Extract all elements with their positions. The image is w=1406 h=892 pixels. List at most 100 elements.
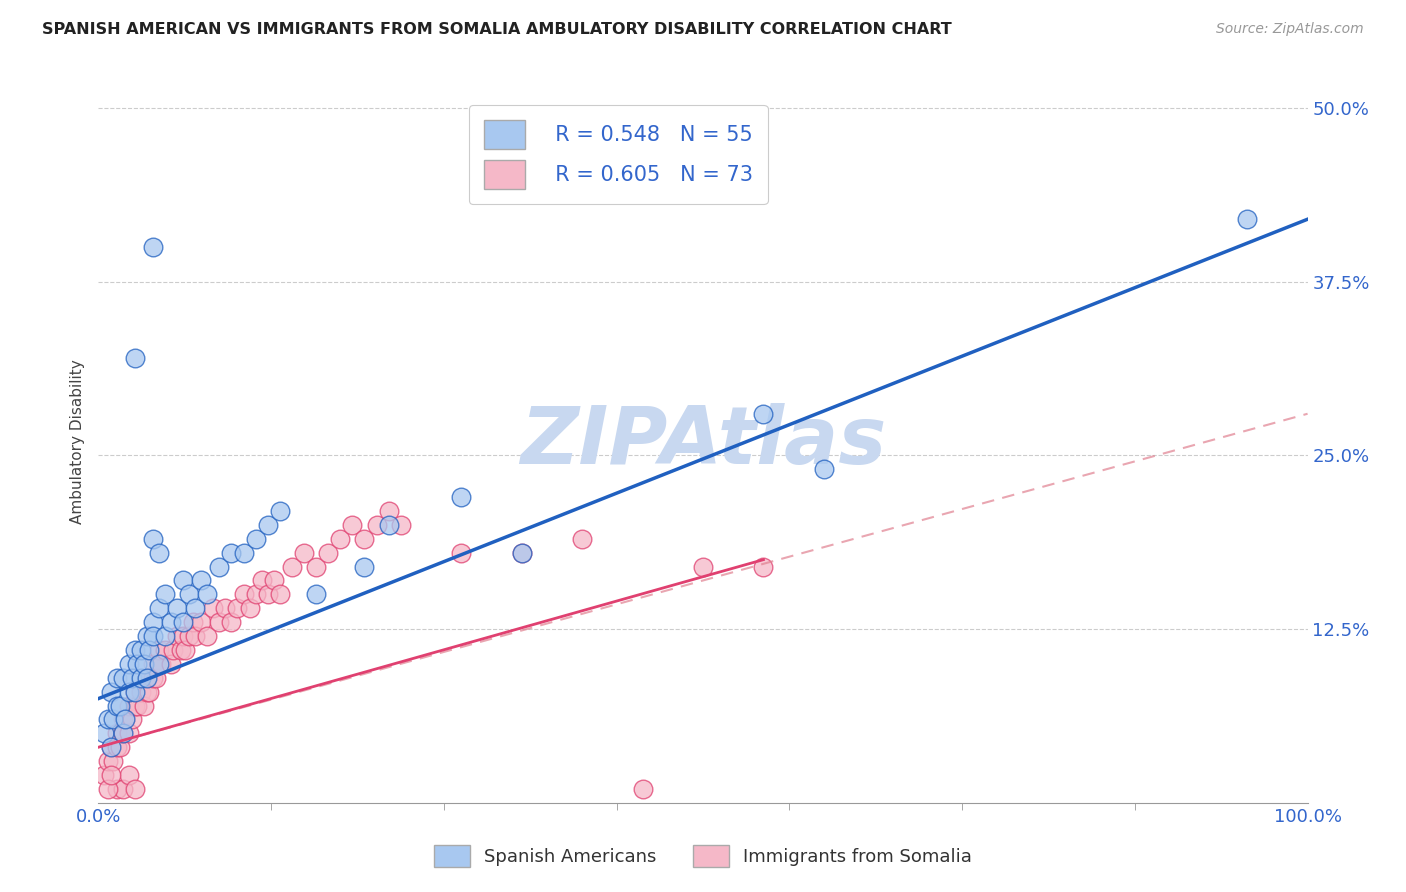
Point <box>93 726 115 740</box>
Point <box>172 574 194 588</box>
Point <box>142 671 165 685</box>
Point <box>179 587 201 601</box>
Point <box>142 240 165 254</box>
Point <box>114 713 136 727</box>
Point <box>179 629 201 643</box>
Point <box>101 754 124 768</box>
Point <box>124 643 146 657</box>
Point <box>752 559 775 574</box>
Text: SPANISH AMERICAN VS IMMIGRANTS FROM SOMALIA AMBULATORY DISABILITY CORRELATION CH: SPANISH AMERICAN VS IMMIGRANTS FROM SOMA… <box>42 22 952 37</box>
Point <box>118 684 141 698</box>
Point <box>121 713 143 727</box>
Text: Source: ZipAtlas.com: Source: ZipAtlas.com <box>1216 22 1364 37</box>
Point <box>153 643 176 657</box>
Point <box>631 781 654 796</box>
Point <box>510 546 533 560</box>
Point <box>153 587 176 601</box>
Point <box>1236 212 1258 227</box>
Point <box>292 546 315 560</box>
Point <box>160 615 183 630</box>
Point <box>208 559 231 574</box>
Point <box>269 587 291 601</box>
Point <box>256 587 278 601</box>
Point <box>138 684 160 698</box>
Point <box>316 546 339 560</box>
Point <box>100 684 122 698</box>
Point <box>142 657 165 671</box>
Point <box>263 574 285 588</box>
Point <box>353 532 375 546</box>
Point <box>342 517 364 532</box>
Point <box>162 643 184 657</box>
Point <box>124 698 146 713</box>
Point <box>232 546 254 560</box>
Point <box>245 532 267 546</box>
Point <box>138 643 160 657</box>
Point <box>329 532 352 546</box>
Point <box>256 517 278 532</box>
Point <box>129 684 152 698</box>
Point <box>181 615 204 630</box>
Point <box>450 490 472 504</box>
Point <box>195 587 218 601</box>
Point <box>135 629 157 643</box>
Point <box>166 601 188 615</box>
Point <box>135 671 157 685</box>
Point <box>127 657 149 671</box>
Point <box>353 559 375 574</box>
Point <box>111 671 134 685</box>
Point <box>202 601 225 615</box>
Point <box>118 698 141 713</box>
Point <box>148 546 170 560</box>
Point <box>450 546 472 560</box>
Point <box>121 671 143 685</box>
Point <box>172 629 194 643</box>
Y-axis label: Ambulatory Disability: Ambulatory Disability <box>70 359 86 524</box>
Point <box>135 684 157 698</box>
Point <box>118 726 141 740</box>
Point <box>135 671 157 685</box>
Point <box>100 740 122 755</box>
Point <box>150 657 173 671</box>
Point <box>195 629 218 643</box>
Point <box>97 713 120 727</box>
Point <box>174 643 197 657</box>
Point <box>105 698 128 713</box>
Point <box>127 698 149 713</box>
Point <box>108 740 131 755</box>
Point <box>93 768 115 782</box>
Point <box>250 574 273 588</box>
Point <box>105 671 128 685</box>
Point <box>148 643 170 657</box>
Point <box>221 546 243 560</box>
Point <box>377 517 399 532</box>
Point <box>377 504 399 518</box>
Point <box>239 601 262 615</box>
Point <box>134 698 156 713</box>
Point <box>100 740 122 755</box>
Point <box>108 698 131 713</box>
Point <box>111 713 134 727</box>
Point <box>813 462 835 476</box>
Point <box>245 587 267 601</box>
Point <box>269 504 291 518</box>
Point <box>145 671 167 685</box>
Point <box>366 517 388 532</box>
Point <box>100 768 122 782</box>
Point <box>129 643 152 657</box>
Point <box>172 615 194 630</box>
Point <box>221 615 243 630</box>
Point <box>142 532 165 546</box>
Point <box>105 726 128 740</box>
Point <box>124 684 146 698</box>
Point <box>97 754 120 768</box>
Point <box>169 643 191 657</box>
Point <box>190 574 212 588</box>
Point <box>118 657 141 671</box>
Legend: Spanish Americans, Immigrants from Somalia: Spanish Americans, Immigrants from Somal… <box>426 838 980 874</box>
Point <box>148 657 170 671</box>
Point <box>214 601 236 615</box>
Point <box>124 684 146 698</box>
Point <box>129 671 152 685</box>
Point <box>232 587 254 601</box>
